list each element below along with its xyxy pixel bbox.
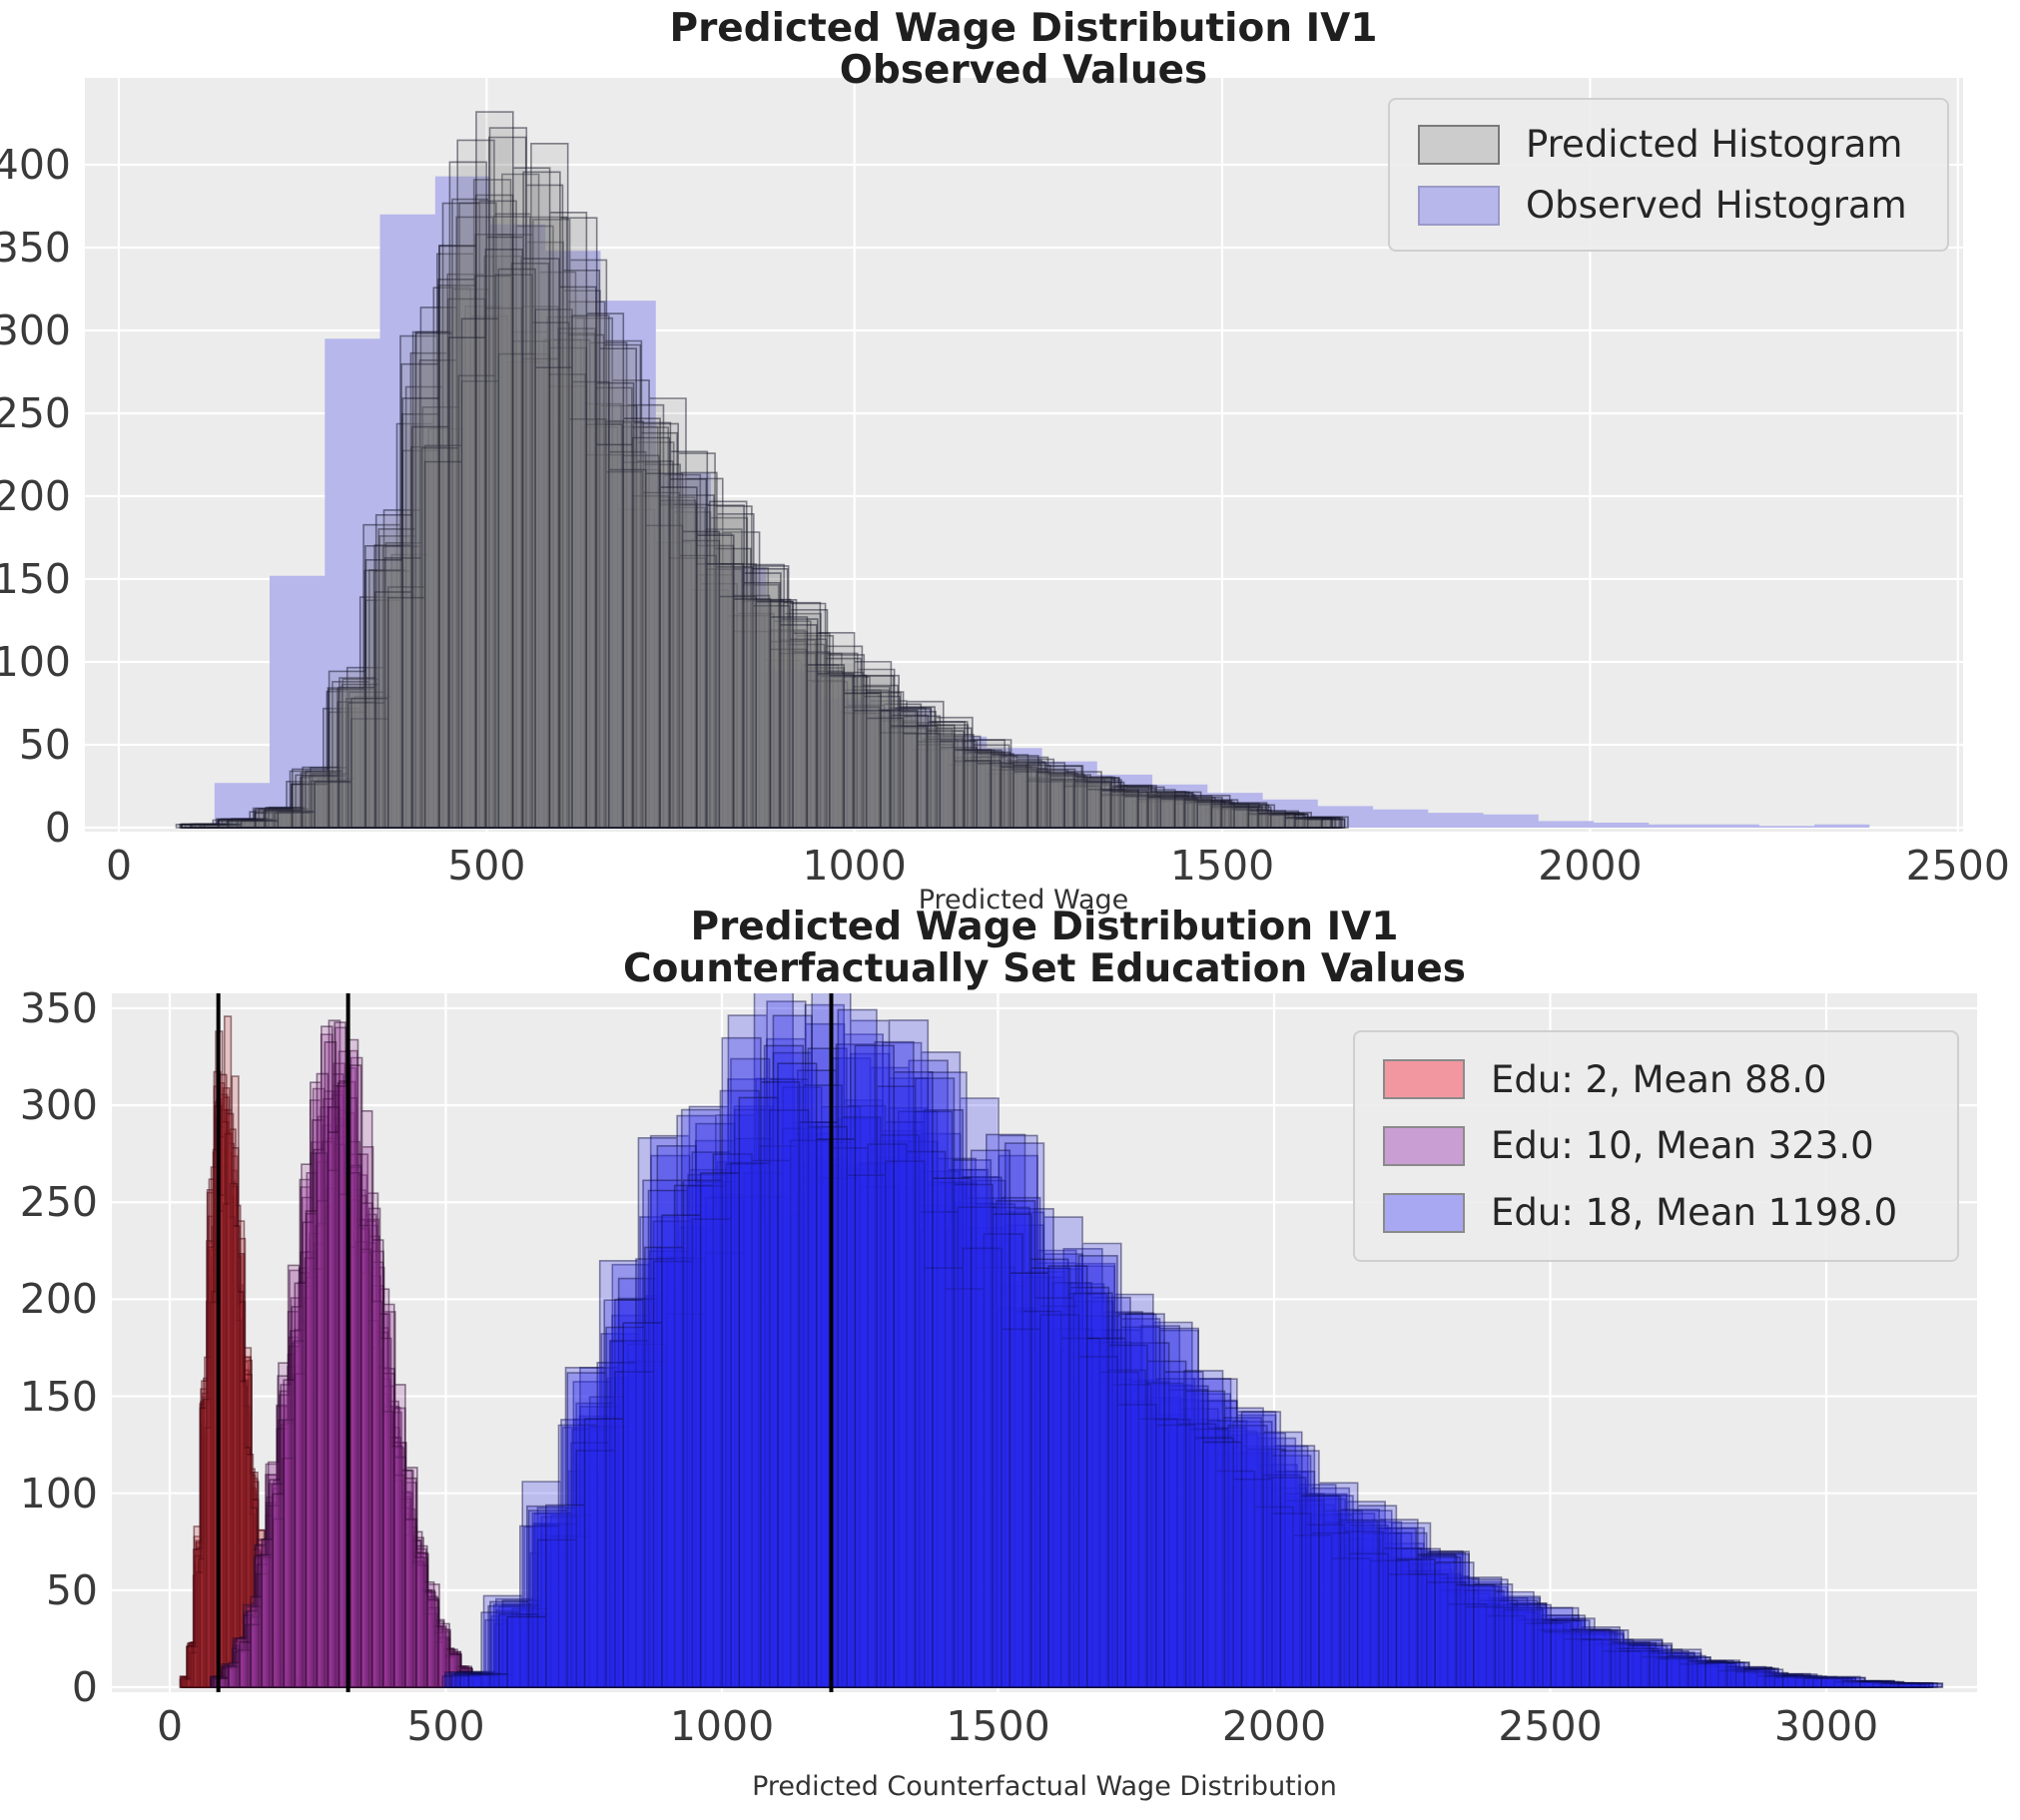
observed-histogram-swatch bbox=[1418, 185, 1500, 226]
y-tick-label: 300 bbox=[0, 306, 71, 354]
x-tick-label: 3000 bbox=[1773, 1702, 1879, 1750]
legend-entry: Edu: 10, Mean 323.0 bbox=[1383, 1124, 1929, 1167]
y-tick-label: 150 bbox=[0, 555, 71, 603]
x-tick-label: 2000 bbox=[1538, 842, 1643, 890]
bottom-chart-plot bbox=[179, 993, 1944, 1692]
x-tick-label: 2500 bbox=[1905, 842, 2010, 890]
edu-10-swatch bbox=[1383, 1125, 1465, 1166]
x-tick-label: 1500 bbox=[1169, 842, 1275, 890]
edu-2-swatch bbox=[1383, 1059, 1465, 1100]
top-chart-subtitle: Observed Values bbox=[839, 48, 1208, 93]
y-tick-label: 200 bbox=[19, 1275, 98, 1324]
y-tick-label: 300 bbox=[19, 1081, 98, 1130]
y-tick-label: 350 bbox=[0, 224, 71, 272]
y-tick-label: 250 bbox=[0, 389, 71, 437]
legend-label: Predicted Histogram bbox=[1526, 123, 1903, 166]
predicted-histogram-draws bbox=[175, 111, 1349, 829]
y-tick-label: 400 bbox=[0, 141, 71, 189]
bottom-chart-title: Predicted Wage Distribution IV1 bbox=[690, 905, 1399, 949]
x-tick-label: 500 bbox=[406, 1702, 485, 1750]
y-tick-label: 0 bbox=[71, 1663, 98, 1711]
y-tick-label: 50 bbox=[45, 1565, 98, 1614]
top-chart-xlabel: Predicted Wage bbox=[918, 885, 1129, 915]
edu-18-swatch bbox=[1383, 1192, 1465, 1233]
top-chart-legend: Predicted Histogram Observed Histogram bbox=[1388, 98, 1949, 252]
y-tick-label: 350 bbox=[19, 983, 98, 1032]
x-tick-label: 1500 bbox=[946, 1702, 1050, 1750]
legend-entry: Edu: 18, Mean 1198.0 bbox=[1383, 1191, 1929, 1234]
x-tick-label: 500 bbox=[447, 842, 526, 890]
legend-label: Edu: 10, Mean 323.0 bbox=[1491, 1124, 1874, 1168]
x-tick-label: 2500 bbox=[1498, 1702, 1603, 1750]
predicted-histogram-swatch bbox=[1418, 124, 1500, 165]
y-tick-label: 0 bbox=[44, 804, 71, 852]
legend-entry: Edu: 2, Mean 88.0 bbox=[1383, 1058, 1929, 1101]
y-tick-label: 200 bbox=[0, 472, 71, 520]
x-tick-label: 1000 bbox=[669, 1702, 775, 1750]
legend-label: Observed Histogram bbox=[1526, 184, 1907, 227]
bottom-chart-subtitle: Counterfactually Set Education Values bbox=[623, 946, 1466, 991]
bottom-chart-xlabel: Predicted Counterfactual Wage Distributi… bbox=[752, 1771, 1337, 1802]
y-tick-label: 250 bbox=[19, 1178, 98, 1227]
top-chart-plot bbox=[175, 111, 1870, 829]
y-tick-label: 150 bbox=[19, 1372, 98, 1421]
y-tick-label: 50 bbox=[18, 721, 71, 769]
legend-entry: Predicted Histogram bbox=[1418, 123, 1919, 166]
y-tick-label: 100 bbox=[0, 638, 71, 686]
x-tick-label: 2000 bbox=[1221, 1702, 1327, 1750]
legend-entry: Observed Histogram bbox=[1418, 184, 1919, 227]
observed-histogram bbox=[214, 176, 1870, 829]
top-chart-title: Predicted Wage Distribution IV1 bbox=[669, 6, 1378, 51]
legend-label: Edu: 18, Mean 1198.0 bbox=[1491, 1191, 1898, 1235]
x-tick-label: 1000 bbox=[802, 842, 907, 890]
edu-18-draws bbox=[441, 993, 1944, 1688]
bottom-chart-legend: Edu: 2, Mean 88.0 Edu: 10, Mean 323.0 Ed… bbox=[1353, 1030, 1959, 1262]
legend-label: Edu: 2, Mean 88.0 bbox=[1491, 1057, 1827, 1101]
x-tick-label: 0 bbox=[105, 842, 133, 890]
x-tick-label: 0 bbox=[156, 1702, 184, 1750]
y-tick-label: 100 bbox=[19, 1469, 98, 1517]
